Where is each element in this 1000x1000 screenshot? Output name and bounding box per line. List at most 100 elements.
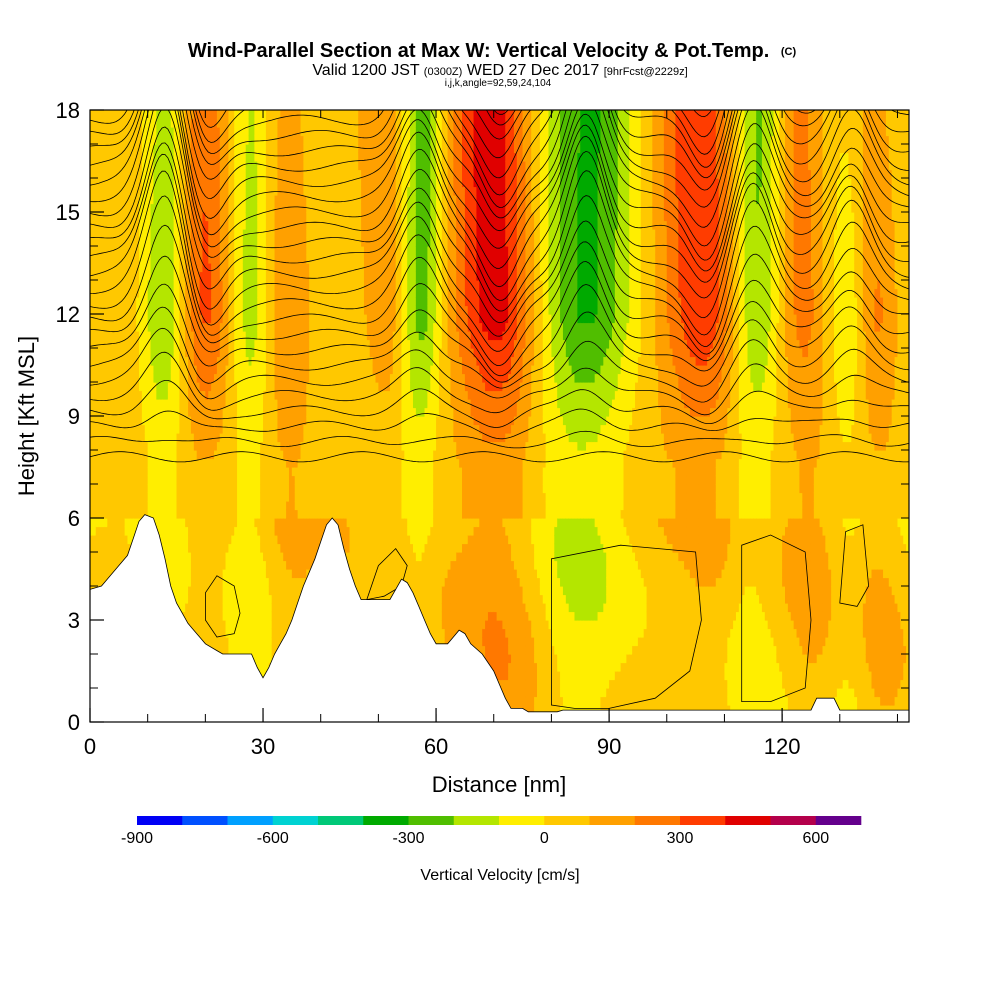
field-cell: [136, 195, 140, 205]
field-cell: [136, 365, 140, 375]
field-cell: [95, 229, 100, 239]
field-cell: [115, 424, 120, 434]
field-cell: [104, 356, 108, 366]
field-cell: [95, 212, 100, 222]
field-cell: [130, 356, 134, 366]
field-cell: [95, 484, 100, 494]
field-cell: [95, 246, 100, 256]
field-cell: [95, 280, 100, 290]
field-cell: [133, 458, 137, 468]
field-cell: [133, 169, 137, 179]
field-cell: [127, 399, 131, 409]
field-cell: [118, 382, 123, 392]
field-cell: [130, 254, 134, 264]
field-cell: [121, 433, 126, 443]
field-cell: [95, 518, 100, 528]
field-cell: [139, 390, 143, 400]
field-cell: [127, 322, 131, 332]
field-cell: [130, 246, 134, 256]
field-cell: [121, 331, 126, 341]
field-cell: [104, 501, 108, 511]
field-cell: [90, 373, 94, 383]
field-cell: [95, 365, 100, 375]
field-cell: [107, 390, 111, 400]
field-cell: [98, 203, 103, 213]
field-cell: [90, 382, 94, 392]
field-cell: [118, 458, 123, 468]
field-cell: [110, 195, 114, 205]
field-cell: [98, 220, 103, 230]
field-cell: [95, 322, 100, 332]
field-cell: [98, 229, 103, 239]
field-cell: [130, 475, 134, 485]
field-cell: [115, 237, 120, 247]
field-cell: [104, 484, 108, 494]
field-cell: [130, 297, 134, 307]
field-cell: [133, 161, 137, 171]
field-cell: [139, 458, 143, 468]
field-cell: [115, 288, 120, 298]
field-cell: [107, 161, 111, 171]
field-cell: [118, 475, 123, 485]
field-cell: [113, 339, 117, 349]
field-cell: [98, 195, 103, 205]
field-cell: [130, 271, 134, 281]
field-cell: [113, 212, 117, 222]
field-cell: [107, 288, 111, 298]
field-cell: [130, 518, 134, 528]
field-cell: [124, 390, 129, 400]
field-cell: [95, 501, 100, 511]
field-cell: [121, 297, 126, 307]
field-cell: [127, 178, 131, 188]
field-cell: [124, 152, 129, 162]
field-cell: [127, 246, 131, 256]
field-cell: [95, 526, 100, 536]
field-cell: [101, 161, 106, 171]
field-cell: [130, 458, 134, 468]
field-cell: [90, 322, 94, 332]
field-cell: [101, 501, 106, 511]
field-cell: [92, 518, 97, 528]
field-cell: [90, 577, 94, 587]
field-cell: [95, 569, 100, 579]
field-cell: [124, 373, 129, 383]
field-cell: [104, 229, 108, 239]
field-cell: [95, 535, 100, 545]
field-cell: [121, 127, 126, 137]
field-cell: [110, 271, 114, 281]
field-cell: [136, 382, 140, 392]
field-cell: [139, 407, 143, 417]
field-cell: [95, 178, 100, 188]
field-cell: [136, 484, 140, 494]
field-cell: [136, 467, 140, 477]
field-cell: [92, 526, 97, 536]
field-cell: [98, 552, 103, 562]
field-cell: [121, 110, 126, 120]
field-cell: [98, 475, 103, 485]
field-cell: [107, 373, 111, 383]
field-cell: [136, 348, 140, 358]
field-cell: [115, 441, 120, 451]
field-cell: [136, 433, 140, 443]
field-cell: [115, 186, 120, 196]
field-cell: [130, 331, 134, 341]
field-cell: [101, 509, 106, 519]
field-cell: [113, 271, 117, 281]
field-cell: [98, 305, 103, 315]
field-cell: [130, 390, 134, 400]
field-cell: [90, 424, 94, 434]
field-cell: [115, 246, 120, 256]
field-cell: [92, 135, 97, 145]
field-cell: [92, 416, 97, 426]
field-cell: [101, 382, 106, 392]
field-cell: [101, 280, 106, 290]
field-cell: [107, 552, 111, 562]
field-cell: [90, 407, 94, 417]
field-cell: [95, 305, 100, 315]
field-cell: [121, 492, 126, 502]
field-cell: [127, 467, 131, 477]
field-cell: [98, 560, 103, 570]
field-cell: [104, 509, 108, 519]
field-cell: [133, 433, 137, 443]
field-cell: [101, 535, 106, 545]
